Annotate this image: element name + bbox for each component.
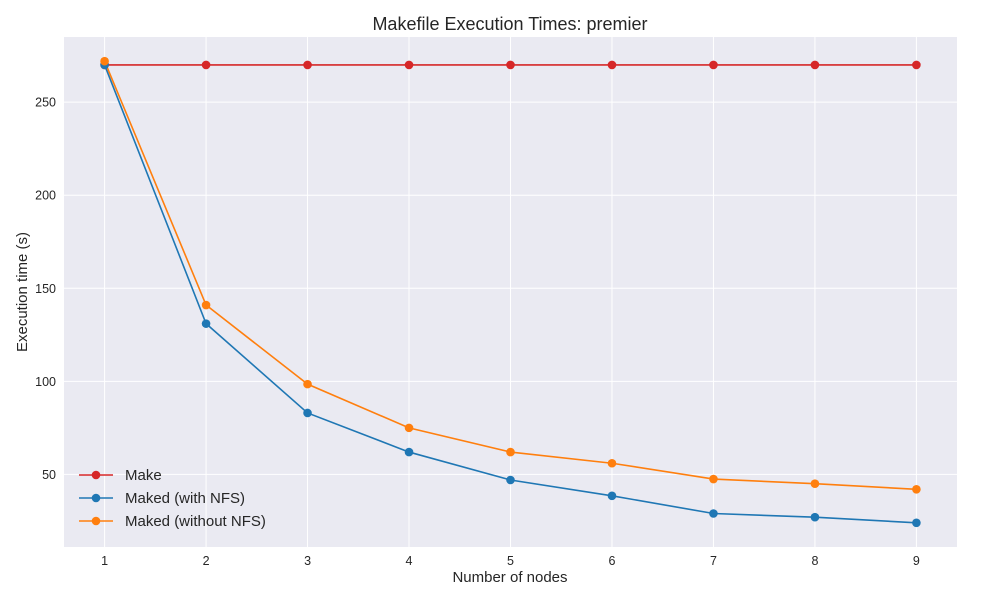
x-tick-labels: 1 2 3 4 5 6 7 8 9: [101, 554, 920, 568]
data-point: [810, 479, 820, 489]
data-point: [810, 512, 820, 522]
legend-marker: [91, 493, 101, 503]
x-tick-label: 8: [811, 554, 818, 568]
x-tick-label: 7: [710, 554, 717, 568]
legend-label: Maked (with NFS): [125, 490, 245, 507]
y-tick-label: 150: [35, 282, 56, 296]
x-tick-label: 6: [609, 554, 616, 568]
data-point: [303, 60, 312, 70]
x-tick-label: 3: [304, 554, 311, 568]
data-point: [607, 60, 617, 70]
data-point: [810, 60, 820, 70]
data-point: [404, 423, 414, 433]
y-axis-label: Execution time (s): [14, 232, 31, 352]
x-tick-label: 4: [406, 554, 413, 568]
data-point: [912, 60, 921, 70]
data-point: [201, 319, 211, 328]
legend-marker: [91, 516, 101, 526]
x-axis-label: Number of nodes: [452, 569, 567, 586]
data-point: [912, 484, 921, 494]
grid-lines: [64, 37, 957, 547]
data-point: [201, 60, 211, 70]
data-point: [607, 491, 617, 501]
data-point: [506, 60, 515, 70]
data-point: [709, 60, 718, 70]
legend-label: Make: [125, 467, 162, 484]
legend-label: Maked (without NFS): [125, 513, 266, 530]
series-markers: [100, 56, 921, 528]
data-point: [404, 60, 414, 70]
data-point: [506, 447, 515, 457]
y-tick-label: 100: [35, 375, 56, 389]
y-tick-label: 200: [35, 189, 56, 203]
data-point: [912, 518, 921, 528]
data-point: [404, 447, 414, 457]
y-tick-label: 250: [35, 96, 56, 110]
data-point: [303, 408, 312, 418]
x-tick-label: 2: [203, 554, 210, 568]
x-tick-label: 9: [913, 554, 920, 568]
data-point: [709, 509, 718, 518]
data-point: [607, 458, 617, 468]
y-tick-labels: 50 100 150 200 250: [35, 96, 56, 482]
y-tick-label: 50: [42, 468, 56, 482]
chart-title: Makefile Execution Times: premier: [372, 14, 647, 34]
legend-marker: [91, 470, 101, 480]
legend: Make Maked (with NFS) Maked (without NFS): [79, 467, 266, 530]
data-point: [709, 474, 718, 484]
data-point: [303, 379, 312, 389]
x-tick-label: 1: [101, 554, 108, 568]
data-point: [506, 475, 515, 485]
data-point: [201, 300, 211, 310]
data-point: [100, 56, 109, 66]
x-tick-label: 5: [507, 554, 514, 568]
